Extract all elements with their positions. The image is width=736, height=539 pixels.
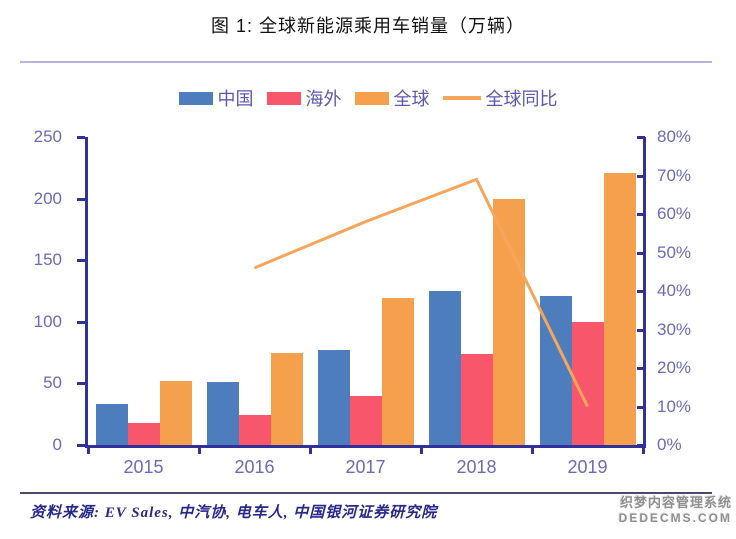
x-axis-tick xyxy=(197,448,201,454)
x-axis-tick xyxy=(308,448,312,454)
x-axis-tick xyxy=(641,448,645,454)
right-axis-tick-label: 60% xyxy=(657,204,692,223)
yoy-line xyxy=(253,177,589,408)
right-axis-tick-label: 80% xyxy=(657,127,692,146)
right-axis-tick-label: 0% xyxy=(657,435,682,454)
x-axis-tick xyxy=(86,448,90,454)
left-axis-tick-label: 0 xyxy=(52,435,62,454)
chart-legend: 中国 海外 全球 全球同比 xyxy=(0,86,736,110)
right-axis-tick-label: 30% xyxy=(657,319,692,339)
legend-item-3: 全球 xyxy=(354,85,430,111)
right-axis-tick xyxy=(637,290,645,293)
bar-全球-2016 xyxy=(270,352,303,445)
left-axis-tick-label: 200 xyxy=(33,188,62,208)
figure-title: 图 1: 全球新能源乘用车销量（万辆） xyxy=(210,16,525,36)
right-axis-tick xyxy=(637,251,645,255)
bar-海外-2016 xyxy=(238,415,271,445)
watermark-line1: 织梦内容管理系统 xyxy=(619,495,732,510)
bar-中国-2015 xyxy=(95,404,128,445)
right-axis-tick xyxy=(637,136,645,139)
right-axis-tick-label: 50% xyxy=(657,242,692,262)
bar-海外-2017 xyxy=(349,395,382,445)
x-axis-tick xyxy=(419,448,423,454)
x-axis-label-2017: 2017 xyxy=(345,457,386,477)
bar-全球-2017 xyxy=(381,298,414,445)
legend-label: 海外 xyxy=(305,89,342,109)
bar-海外-2015 xyxy=(127,422,160,445)
x-axis-tick xyxy=(530,448,534,454)
legend-swatch-icon xyxy=(354,91,389,105)
left-axis-tick xyxy=(77,259,85,263)
right-axis-tick-label: 10% xyxy=(657,396,692,416)
right-axis-tick-label: 70% xyxy=(657,165,692,185)
source-note: 资料来源: EV Sales, 中汽协, 电车人, 中国银河证券研究院 xyxy=(30,505,438,521)
legend-label: 全球同比 xyxy=(485,89,558,109)
legend-item-2: 海外 xyxy=(266,85,342,111)
bar-中国-2018 xyxy=(428,291,461,445)
left-axis-tick xyxy=(77,197,85,201)
legend-item-1: 中国 xyxy=(178,85,254,111)
right-axis-tick xyxy=(637,174,645,178)
left-axis-tick-label: 250 xyxy=(33,127,62,146)
legend-swatch-icon xyxy=(266,91,301,105)
right-axis-tick xyxy=(637,367,645,370)
left-axis-tick-label: 100 xyxy=(33,311,62,331)
legend-label: 中国 xyxy=(217,89,254,109)
right-axis-tick-label: 40% xyxy=(657,281,692,300)
bar-全球-2018 xyxy=(492,198,525,445)
right-axis-tick xyxy=(637,213,645,216)
top-divider xyxy=(20,61,712,63)
left-axis-tick xyxy=(77,320,85,324)
legend-line-icon xyxy=(442,96,481,100)
x-axis-label-2016: 2016 xyxy=(234,457,275,477)
bar-中国-2016 xyxy=(206,382,239,445)
right-axis-tick xyxy=(637,328,645,332)
bar-全球-2015 xyxy=(159,380,192,445)
right-axis-tick-label: 20% xyxy=(657,358,692,377)
chart-plot-area: 250 200 150 100 50 0 80% 70% 60% 50% 40% 30% 20% 10% 0… xyxy=(34,127,691,477)
left-axis-tick-label: 50 xyxy=(43,373,62,393)
legend-label: 全球 xyxy=(393,89,430,109)
legend-swatch-icon xyxy=(178,91,213,105)
watermark: 织梦内容管理系统 DEDECMS.COM xyxy=(619,495,732,526)
left-axis-tick xyxy=(77,382,85,386)
bar-海外-2018 xyxy=(460,353,493,445)
watermark-line2: DEDECMS.COM xyxy=(618,511,732,526)
yoy-line-layer xyxy=(253,177,589,408)
x-axis-label-2018: 2018 xyxy=(456,457,497,477)
left-axis-tick xyxy=(77,136,85,139)
legend-item-4: 全球同比 xyxy=(442,85,558,111)
left-axis-tick xyxy=(77,444,85,447)
bottom-divider xyxy=(20,492,712,494)
x-axis-label-2019: 2019 xyxy=(567,457,608,477)
x-axis-label-2015: 2015 xyxy=(123,457,164,477)
right-axis-tick xyxy=(637,444,645,447)
left-axis-tick-label: 150 xyxy=(33,250,62,270)
right-axis-tick xyxy=(637,405,645,409)
bar-中国-2017 xyxy=(317,350,350,445)
bar-全球-2019 xyxy=(603,172,636,445)
